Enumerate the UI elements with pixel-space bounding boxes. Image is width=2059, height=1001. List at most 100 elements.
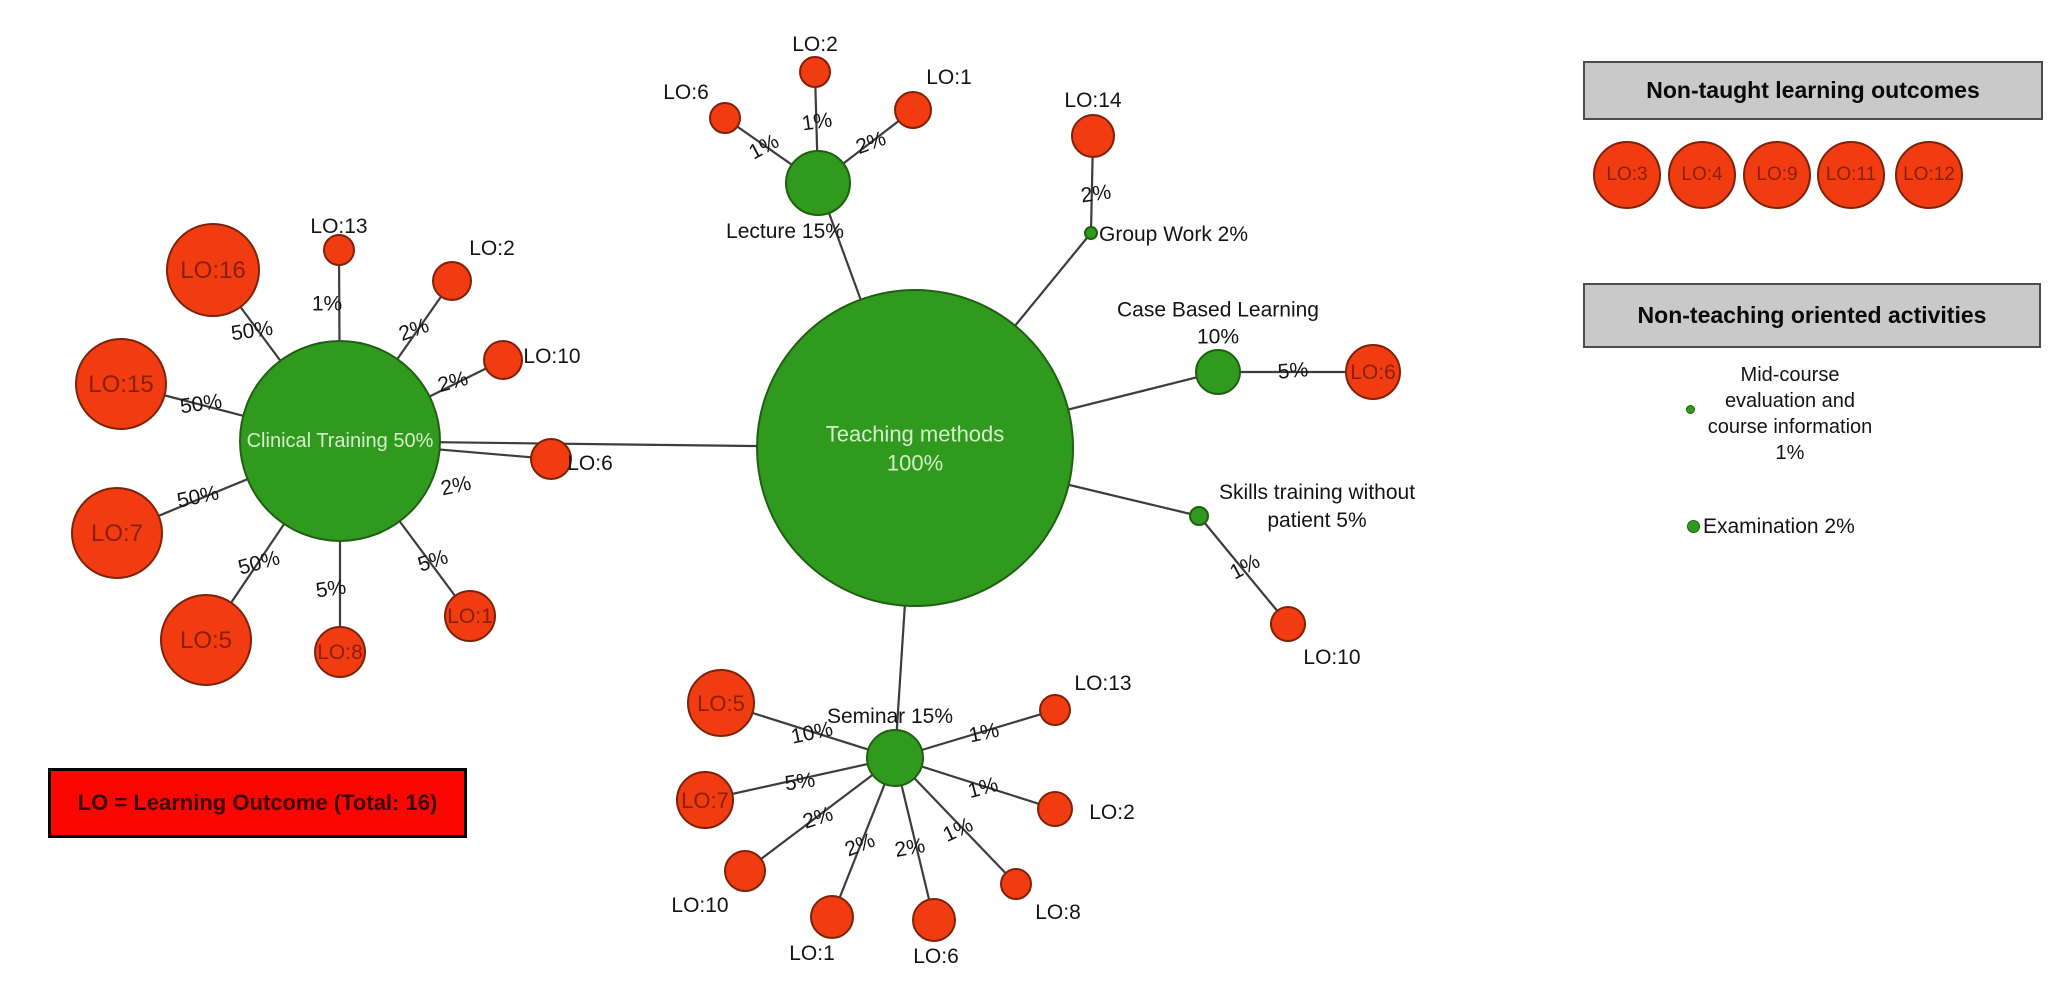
- edge-label-seminar-m2: 1%: [965, 773, 1000, 803]
- non-teaching-activities-title: Non-teaching oriented activities: [1637, 302, 1987, 328]
- edge-label-clinical-c15: 50%: [179, 390, 224, 419]
- node-c1: [444, 590, 496, 642]
- node-skills: [1189, 506, 1209, 526]
- node-m5: [687, 669, 755, 737]
- node-label-skills: Skills training without patient 5%: [1219, 481, 1415, 532]
- node-label-s10: LO:10: [1303, 646, 1360, 669]
- node-lecture: [785, 150, 851, 216]
- node-label-c2: LO:2: [469, 237, 515, 260]
- node-label-c10: LO:10: [523, 345, 580, 368]
- edge-label-cbl-b6: 5%: [1277, 358, 1309, 384]
- node-label-clinical: Clinical Training 50%: [247, 430, 434, 452]
- node-l2: [799, 56, 831, 88]
- node-label-l6: LO:6: [663, 81, 709, 104]
- node-label-c5: LO:5: [180, 627, 232, 654]
- node-l6: [709, 102, 741, 134]
- node-label-c15: LO:15: [88, 371, 153, 398]
- node-label-lecture: Lecture 15%: [726, 220, 844, 243]
- lo-legend-text: LO = Learning Outcome (Total: 16): [77, 790, 438, 815]
- non-taught-outcomes-header: Non-taught learning outcomes: [1583, 61, 2043, 120]
- non-taught-lo-bubble: LO:3: [1593, 141, 1661, 209]
- node-seminar: [866, 729, 924, 787]
- node-m2: [1037, 791, 1073, 827]
- edge-label-lecture-l2: 1%: [800, 108, 833, 135]
- examination-dot-icon: [1687, 520, 1700, 533]
- non-taught-lo-bubble: LO:9: [1743, 141, 1811, 209]
- midcourse-line: evaluation and: [1724, 390, 1856, 412]
- edge-label-seminar-m6: 2%: [893, 834, 927, 862]
- edge-label-seminar-m7: 5%: [783, 768, 816, 795]
- node-m1: [810, 895, 854, 939]
- midcourse-line: Mid-course: [1740, 364, 1840, 386]
- non-teaching-activities-header: Non-teaching oriented activities: [1583, 283, 2041, 348]
- lo-label: LO:11: [1825, 164, 1877, 185]
- node-label-c1: LO:1: [447, 605, 493, 628]
- node-c8: [314, 626, 366, 678]
- node-label-m5: LO:5: [697, 691, 745, 716]
- edge-label-clinical-c10: 2%: [435, 367, 470, 397]
- edge-label-clinical-c13: 1%: [312, 293, 342, 316]
- node-c2: [432, 261, 472, 301]
- node-label-c6: LO:6: [567, 452, 613, 475]
- node-m7: [676, 771, 734, 829]
- edge-seminar-m7: [704, 756, 896, 802]
- non-taught-outcomes-title: Non-taught learning outcomes: [1646, 77, 1980, 103]
- node-label-m13: LO:13: [1074, 672, 1131, 695]
- node-label-seminar: Seminar 15%: [827, 705, 953, 728]
- non-taught-lo-bubble: LO:11: [1817, 141, 1885, 209]
- node-m10: [724, 850, 766, 892]
- non-taught-lo-bubble: LO:4: [1668, 141, 1736, 209]
- edge-skills-s10: [1198, 515, 1289, 625]
- node-c5: [160, 594, 252, 686]
- midcourse-evaluation-label: Mid-course evaluation and course informa…: [1640, 362, 1940, 466]
- edge-label-groupwork-g14: 2%: [1079, 180, 1112, 207]
- node-label-c8: LO:8: [317, 641, 363, 664]
- node-label-g14: LO:14: [1064, 89, 1122, 112]
- edge-seminar-m10: [744, 757, 896, 872]
- node-label-l2: LO:2: [792, 33, 838, 56]
- node-s10: [1270, 606, 1306, 642]
- edge-label-clinical-c5: 50%: [236, 546, 283, 579]
- node-label-c16: LO:16: [180, 257, 245, 284]
- node-label-m7: LO:7: [681, 788, 729, 813]
- lo-label: LO:9: [1756, 164, 1798, 185]
- node-c10: [483, 340, 523, 380]
- edge-seminar-m8: [894, 757, 1017, 885]
- node-m8: [1000, 868, 1032, 900]
- edge-label-clinical-c6: 2%: [439, 472, 473, 501]
- node-l1: [894, 91, 932, 129]
- non-taught-lo-bubble: LO:12: [1895, 141, 1963, 209]
- edge-label-clinical-c16: 50%: [230, 317, 275, 346]
- node-label-m8: LO:8: [1035, 901, 1081, 924]
- node-m13: [1039, 694, 1071, 726]
- node-label-l1: LO:1: [926, 66, 972, 89]
- lo-label: LO:4: [1681, 164, 1723, 185]
- node-clinical: [239, 340, 441, 542]
- edge-label-seminar-m1: 2%: [842, 829, 879, 862]
- node-teaching: [756, 289, 1074, 607]
- node-label-cbl: Case Based Learning 10%: [1117, 298, 1319, 348]
- node-c7: [71, 487, 163, 579]
- edge-label-seminar-m8: 1%: [939, 813, 976, 847]
- node-label-m1: LO:1: [789, 942, 835, 965]
- node-c15: [75, 338, 167, 430]
- node-label-teaching: Teaching methods 100%: [826, 421, 1005, 475]
- node-c16: [166, 223, 260, 317]
- node-m6: [912, 898, 956, 942]
- edge-label-clinical-c7: 50%: [175, 481, 221, 512]
- node-groupwork: [1084, 226, 1098, 240]
- edge-label-seminar-m13: 1%: [967, 719, 1001, 748]
- midcourse-line: course information: [1707, 416, 1873, 438]
- node-label-c7: LO:7: [91, 520, 143, 547]
- node-label-c13: LO:13: [310, 215, 367, 238]
- examination-label: Examination 2%: [1703, 515, 1855, 538]
- node-c6: [530, 438, 572, 480]
- midcourse-line: 1%: [1775, 442, 1805, 464]
- node-b6: [1345, 344, 1401, 400]
- node-cbl: [1195, 349, 1241, 395]
- node-c13: [323, 234, 355, 266]
- node-label-m6: LO:6: [913, 945, 959, 968]
- node-label-b6: LO:6: [1350, 361, 1396, 384]
